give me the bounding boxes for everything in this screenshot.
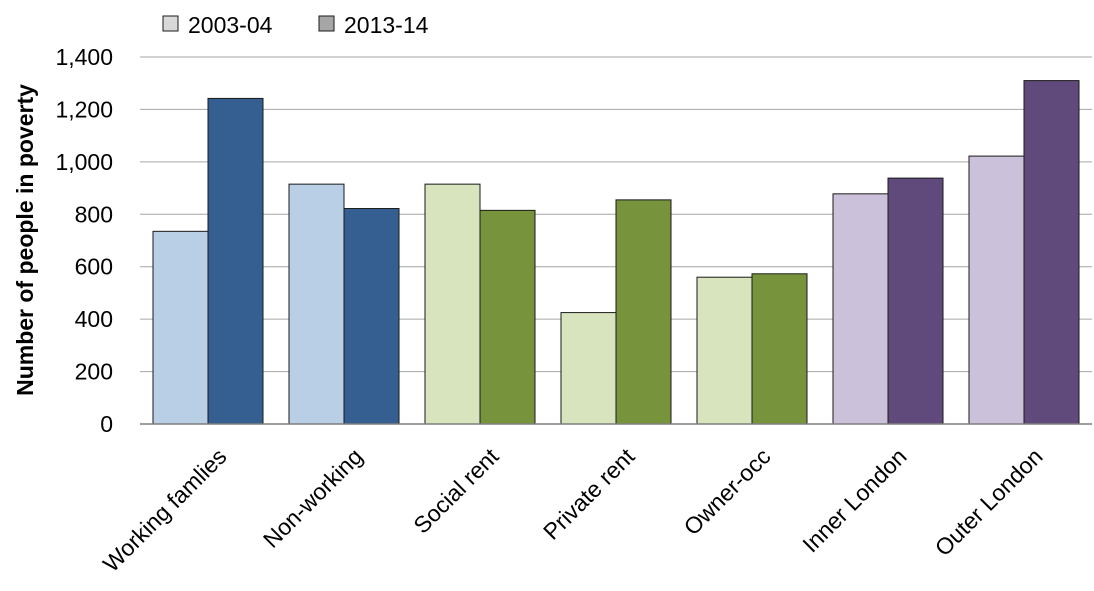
y-tick-label: 200: [75, 359, 113, 385]
bar-2013-14-0: [207, 97, 264, 425]
bar-2003-04-2: [424, 183, 481, 425]
bar-2003-04-4: [696, 276, 753, 425]
bar-2013-14-4: [751, 273, 808, 425]
bar-2003-04-6: [968, 155, 1025, 425]
y-tick-label: 600: [75, 254, 113, 280]
x-category-label: Outer London: [930, 443, 1048, 561]
x-category-label: Inner London: [797, 443, 911, 557]
y-tick-label: 1,200: [55, 96, 113, 122]
y-tick-label: 1,000: [55, 149, 113, 175]
bar-2013-14-5: [887, 177, 944, 425]
bar-2003-04-0: [152, 230, 209, 425]
bar-2013-14-3: [615, 199, 672, 425]
y-axis-title: Number of people in poverty: [12, 84, 38, 396]
y-tick-label: 1,400: [55, 44, 113, 70]
legend-label: 2013-14: [344, 12, 429, 38]
x-category-label: Non-working: [258, 443, 368, 553]
x-category-label: Private rent: [538, 443, 640, 545]
bar-2013-14-1: [343, 208, 400, 425]
bar-2003-04-5: [832, 193, 889, 425]
x-category-label: Owner-occ: [679, 443, 776, 540]
legend-swatch: [318, 15, 335, 32]
x-category-label: Working famlies: [98, 443, 232, 577]
y-tick-label: 0: [100, 411, 113, 437]
x-category-label: Social rent: [408, 443, 504, 539]
bar-2013-14-6: [1023, 80, 1080, 425]
bar-2003-04-1: [288, 183, 345, 425]
legend-label: 2003-04: [188, 12, 273, 38]
bar-2003-04-3: [560, 312, 617, 425]
legend: 2003-04 2013-14: [162, 12, 429, 38]
bar-2013-14-2: [479, 209, 536, 425]
y-tick-label: 800: [75, 201, 113, 227]
legend-swatch: [162, 15, 179, 32]
y-tick-label: 400: [75, 306, 113, 332]
bars: [152, 80, 1080, 425]
y-tick-labels: 0 200 400 600 800 1,000 1,200 1,400: [55, 44, 113, 437]
x-category-labels: Working famlies Non-working Social rent Pri…: [98, 443, 1048, 577]
